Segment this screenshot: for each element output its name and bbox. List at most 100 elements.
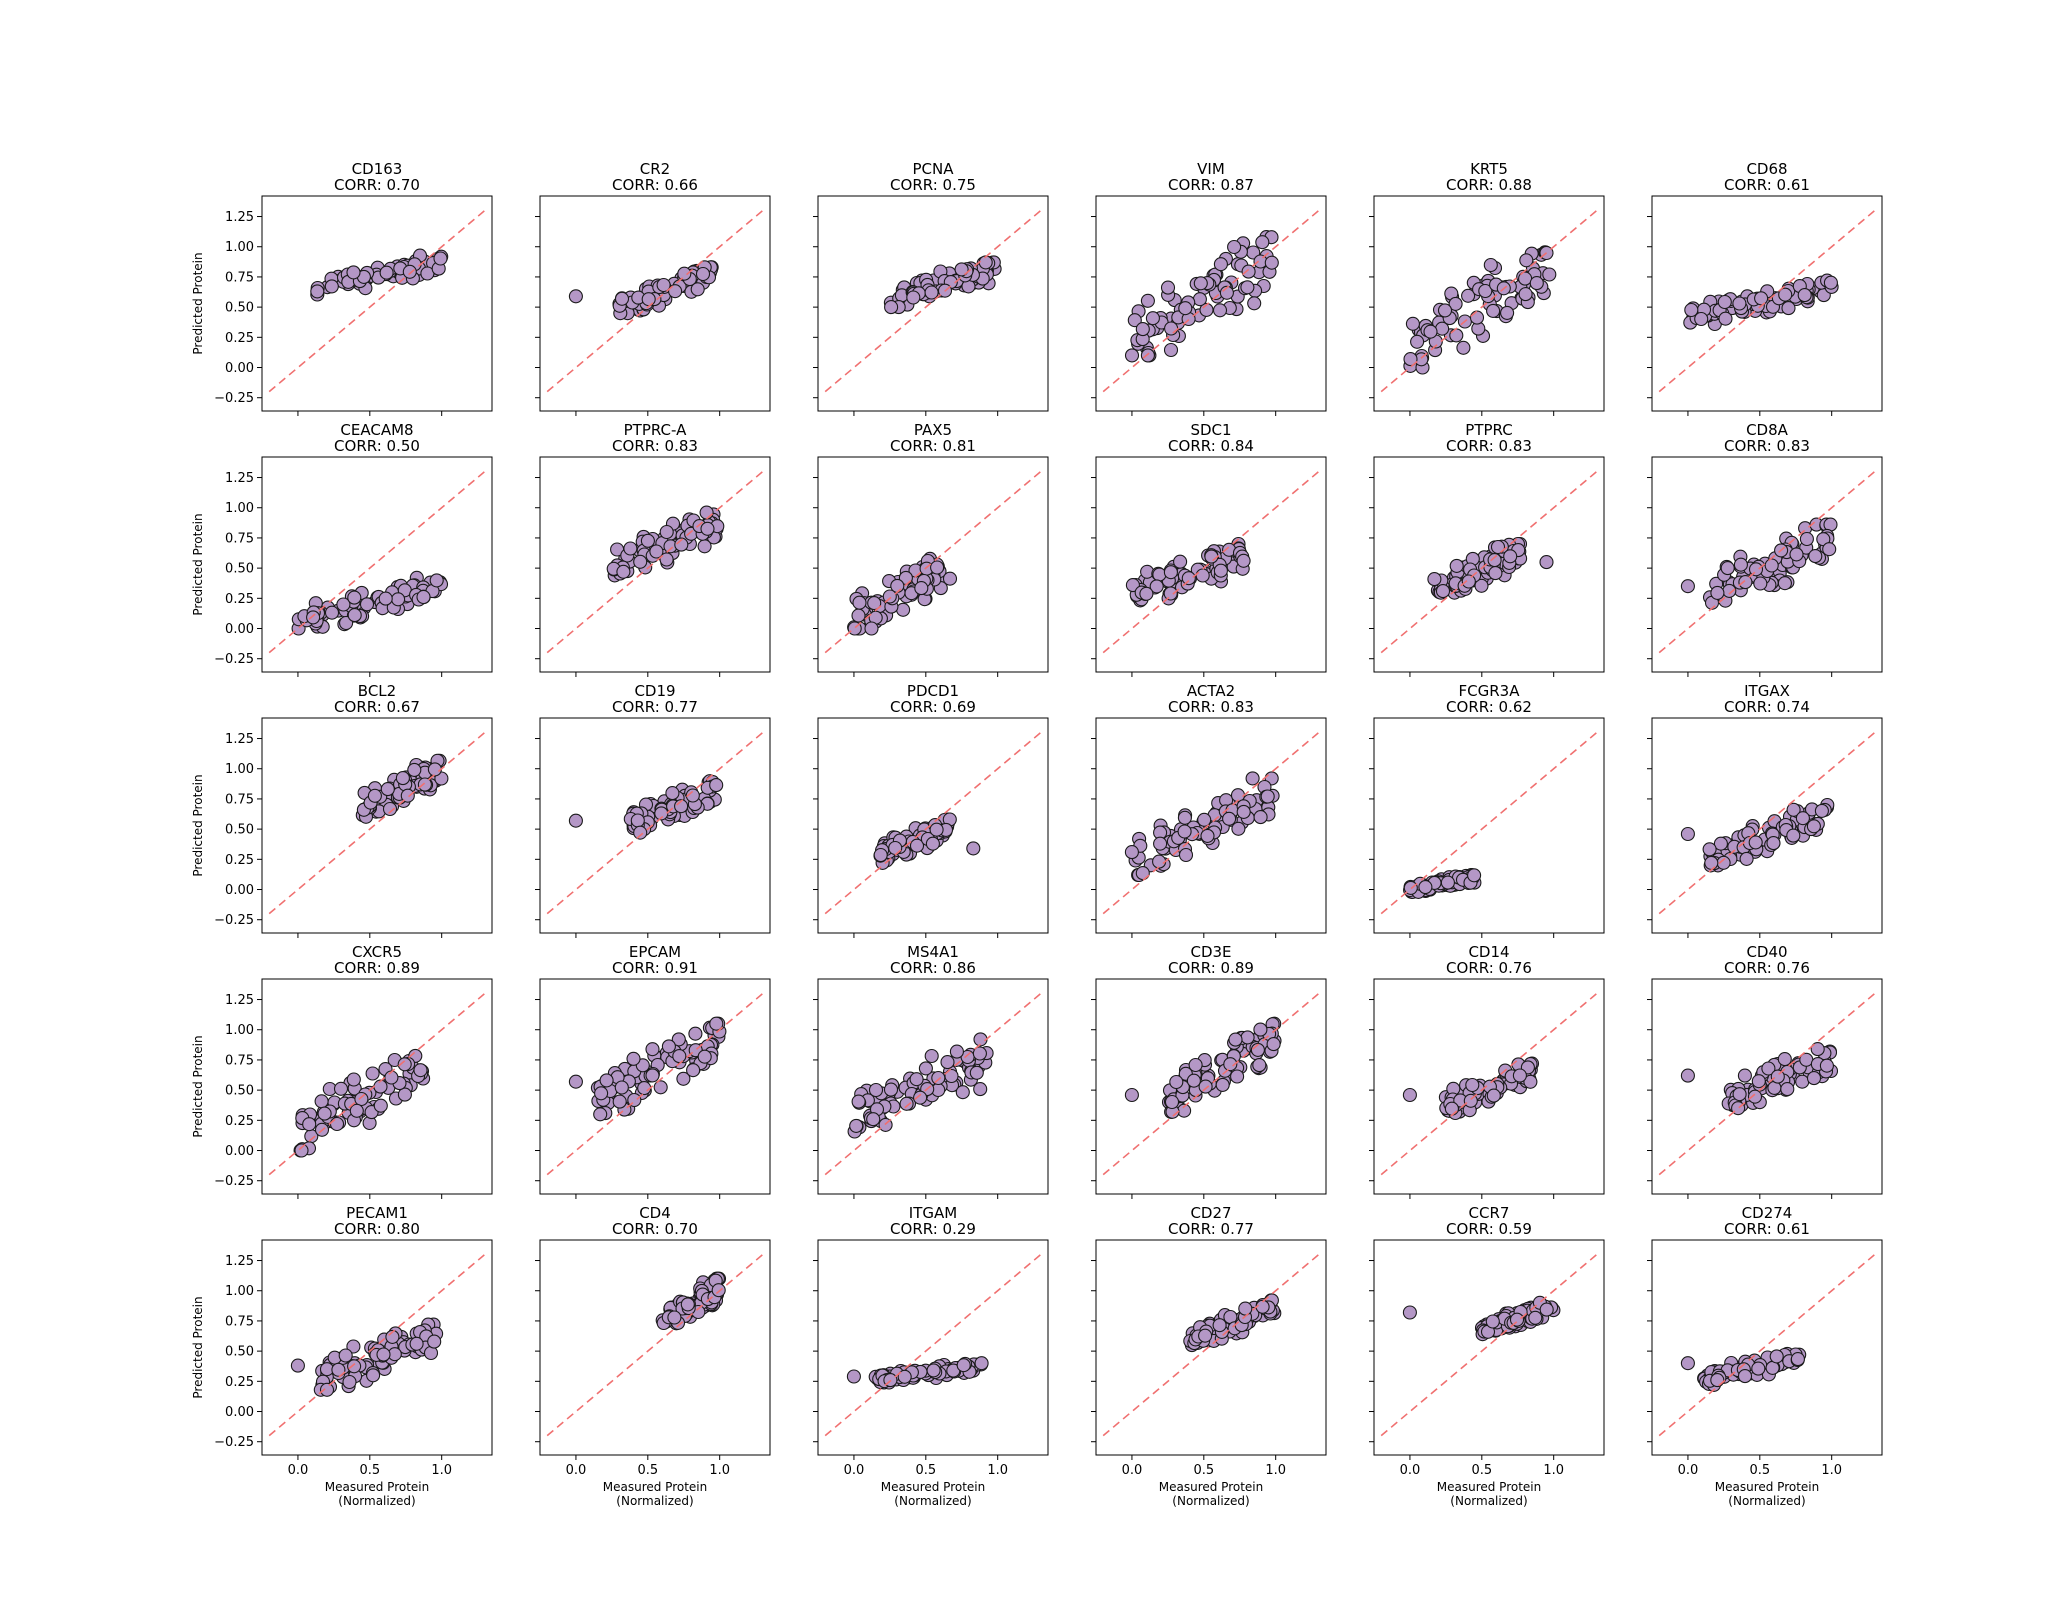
outlier-point (290, 1358, 305, 1373)
data-point (429, 573, 444, 588)
data-point (346, 1339, 361, 1354)
data-point (1260, 789, 1275, 804)
data-point (1461, 574, 1476, 589)
data-point (1215, 1077, 1230, 1092)
data-point (1790, 1352, 1805, 1367)
data-point (699, 505, 714, 520)
panel-title: ITGAX (1744, 682, 1790, 700)
data-point (659, 552, 674, 567)
data-point (868, 1082, 884, 1098)
data-point (633, 825, 648, 840)
identity-line (546, 209, 764, 393)
data-point (690, 282, 705, 297)
axes-frame (1095, 717, 1327, 934)
data-point (1178, 847, 1194, 863)
data-point (1127, 313, 1142, 328)
identity-line (268, 209, 486, 393)
panel-corr: CORR: 0.86 (890, 959, 976, 977)
data-point (640, 533, 655, 548)
data-point (1140, 293, 1155, 308)
data-point (359, 597, 375, 612)
data-point (1124, 348, 1140, 363)
panel-title: ACTA2 (1187, 682, 1235, 700)
data-point (1748, 562, 1764, 577)
y-tick-label: 0.25 (225, 1375, 254, 1390)
x-tick-label: 1.0 (1265, 1463, 1286, 1478)
data-point (397, 1057, 412, 1072)
data-point (1808, 549, 1823, 564)
outlier-point (966, 841, 981, 856)
scatter-points (1128, 771, 1280, 883)
data-point (676, 1071, 691, 1086)
y-tick-label: 0.75 (225, 270, 254, 285)
data-point (897, 1369, 912, 1384)
data-point (1777, 576, 1792, 591)
data-point (409, 1336, 424, 1351)
scatter-points (355, 753, 449, 824)
outlier-point (568, 1074, 583, 1089)
data-point (1490, 539, 1506, 555)
data-point (1528, 1310, 1543, 1325)
scatter-points (873, 812, 957, 870)
y-tick-label: 0.50 (225, 1345, 254, 1360)
data-point (1164, 321, 1179, 336)
scatter-points (1721, 1042, 1839, 1116)
axes-frame (1373, 1239, 1605, 1456)
data-point (1427, 572, 1442, 587)
x-axis-label: Measured Protein (603, 1480, 708, 1494)
data-point (883, 1082, 899, 1097)
y-tick-label: 0.00 (225, 622, 254, 637)
data-point (1410, 334, 1425, 349)
x-tick-label: 0.5 (637, 1463, 658, 1478)
data-point (914, 581, 929, 596)
panel-corr: CORR: 0.81 (890, 437, 976, 455)
data-point (366, 1368, 381, 1383)
y-tick-label: −0.25 (214, 391, 254, 406)
data-point (930, 560, 945, 575)
scatter-points (590, 1016, 727, 1122)
data-point (324, 605, 340, 620)
y-axis-label: Predicted Protein (191, 513, 205, 615)
identity-line (1102, 209, 1320, 393)
data-point (1435, 584, 1451, 599)
scatter-points (1697, 1346, 1807, 1392)
data-point (1245, 771, 1260, 786)
data-point (1523, 1074, 1538, 1089)
data-point (1761, 1061, 1776, 1076)
data-point (1238, 1301, 1253, 1316)
data-point (1718, 311, 1733, 326)
y-tick-label: 1.00 (225, 1284, 254, 1299)
data-point (697, 1049, 712, 1064)
identity-line (1380, 1253, 1598, 1437)
panel-corr: CORR: 0.83 (612, 437, 698, 455)
panel-corr: CORR: 0.61 (1724, 1220, 1810, 1238)
y-tick-label: 0.25 (225, 1114, 254, 1129)
data-point (1186, 1073, 1201, 1088)
identity-line (1380, 992, 1598, 1176)
data-point (347, 1359, 362, 1374)
y-tick-label: 0.50 (225, 1084, 254, 1099)
axes-frame (1651, 1239, 1883, 1456)
panel-title: MS4A1 (907, 943, 959, 961)
data-point (1485, 1314, 1500, 1329)
x-axis-label-sub: (Normalized) (1172, 1494, 1249, 1508)
panel-corr: CORR: 0.67 (334, 698, 420, 716)
data-point (1799, 531, 1814, 547)
data-point (677, 266, 692, 281)
panel-title: PECAM1 (346, 1204, 408, 1222)
data-point (1440, 875, 1455, 890)
panel-corr: CORR: 0.76 (1446, 959, 1532, 977)
data-point (626, 1051, 641, 1066)
data-point (1512, 1068, 1527, 1083)
data-point (1751, 1361, 1766, 1376)
data-point (1542, 267, 1557, 282)
